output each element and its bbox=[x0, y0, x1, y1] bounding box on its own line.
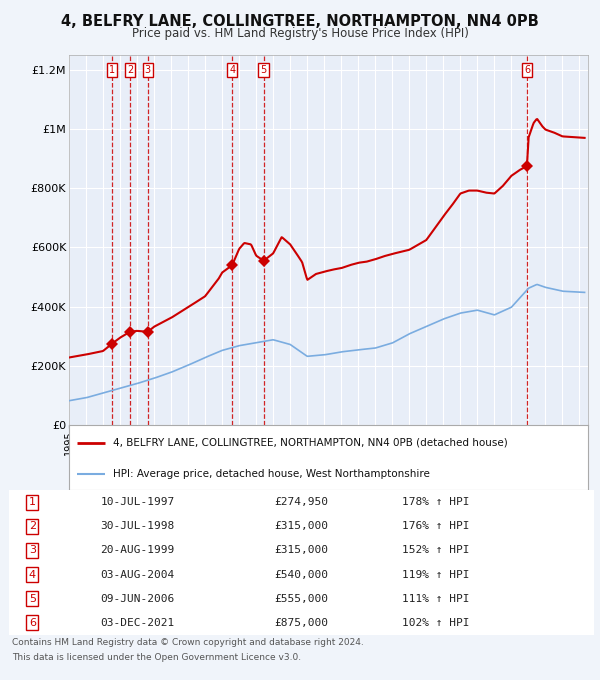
Text: 30-JUL-1998: 30-JUL-1998 bbox=[101, 522, 175, 531]
Text: 3: 3 bbox=[145, 65, 151, 75]
Text: 3: 3 bbox=[29, 545, 36, 556]
Text: 119% ↑ HPI: 119% ↑ HPI bbox=[403, 570, 470, 579]
Text: 2: 2 bbox=[29, 522, 36, 531]
Text: 2: 2 bbox=[127, 65, 133, 75]
Text: £540,000: £540,000 bbox=[275, 570, 329, 579]
Text: Price paid vs. HM Land Registry's House Price Index (HPI): Price paid vs. HM Land Registry's House … bbox=[131, 27, 469, 40]
Text: £274,950: £274,950 bbox=[275, 497, 329, 507]
Text: 102% ↑ HPI: 102% ↑ HPI bbox=[403, 618, 470, 628]
Text: 1: 1 bbox=[109, 65, 115, 75]
Text: 4: 4 bbox=[29, 570, 36, 579]
Text: 152% ↑ HPI: 152% ↑ HPI bbox=[403, 545, 470, 556]
Text: 5: 5 bbox=[29, 594, 36, 604]
Text: 03-AUG-2004: 03-AUG-2004 bbox=[101, 570, 175, 579]
Text: 111% ↑ HPI: 111% ↑ HPI bbox=[403, 594, 470, 604]
Text: 178% ↑ HPI: 178% ↑ HPI bbox=[403, 497, 470, 507]
Text: 4, BELFRY LANE, COLLINGTREE, NORTHAMPTON, NN4 0PB (detached house): 4, BELFRY LANE, COLLINGTREE, NORTHAMPTON… bbox=[113, 437, 508, 447]
Text: Contains HM Land Registry data © Crown copyright and database right 2024.: Contains HM Land Registry data © Crown c… bbox=[12, 638, 364, 647]
Text: 6: 6 bbox=[524, 65, 530, 75]
Text: £315,000: £315,000 bbox=[275, 522, 329, 531]
Text: This data is licensed under the Open Government Licence v3.0.: This data is licensed under the Open Gov… bbox=[12, 653, 301, 662]
Text: £875,000: £875,000 bbox=[275, 618, 329, 628]
Text: 4: 4 bbox=[229, 65, 235, 75]
Text: HPI: Average price, detached house, West Northamptonshire: HPI: Average price, detached house, West… bbox=[113, 469, 430, 479]
Text: 1: 1 bbox=[29, 497, 36, 507]
Text: 10-JUL-1997: 10-JUL-1997 bbox=[101, 497, 175, 507]
Text: 6: 6 bbox=[29, 618, 36, 628]
Text: 03-DEC-2021: 03-DEC-2021 bbox=[101, 618, 175, 628]
Text: 09-JUN-2006: 09-JUN-2006 bbox=[101, 594, 175, 604]
Text: 176% ↑ HPI: 176% ↑ HPI bbox=[403, 522, 470, 531]
Text: 4, BELFRY LANE, COLLINGTREE, NORTHAMPTON, NN4 0PB: 4, BELFRY LANE, COLLINGTREE, NORTHAMPTON… bbox=[61, 14, 539, 29]
Text: £315,000: £315,000 bbox=[275, 545, 329, 556]
Text: 5: 5 bbox=[260, 65, 267, 75]
Text: 20-AUG-1999: 20-AUG-1999 bbox=[101, 545, 175, 556]
Text: £555,000: £555,000 bbox=[275, 594, 329, 604]
